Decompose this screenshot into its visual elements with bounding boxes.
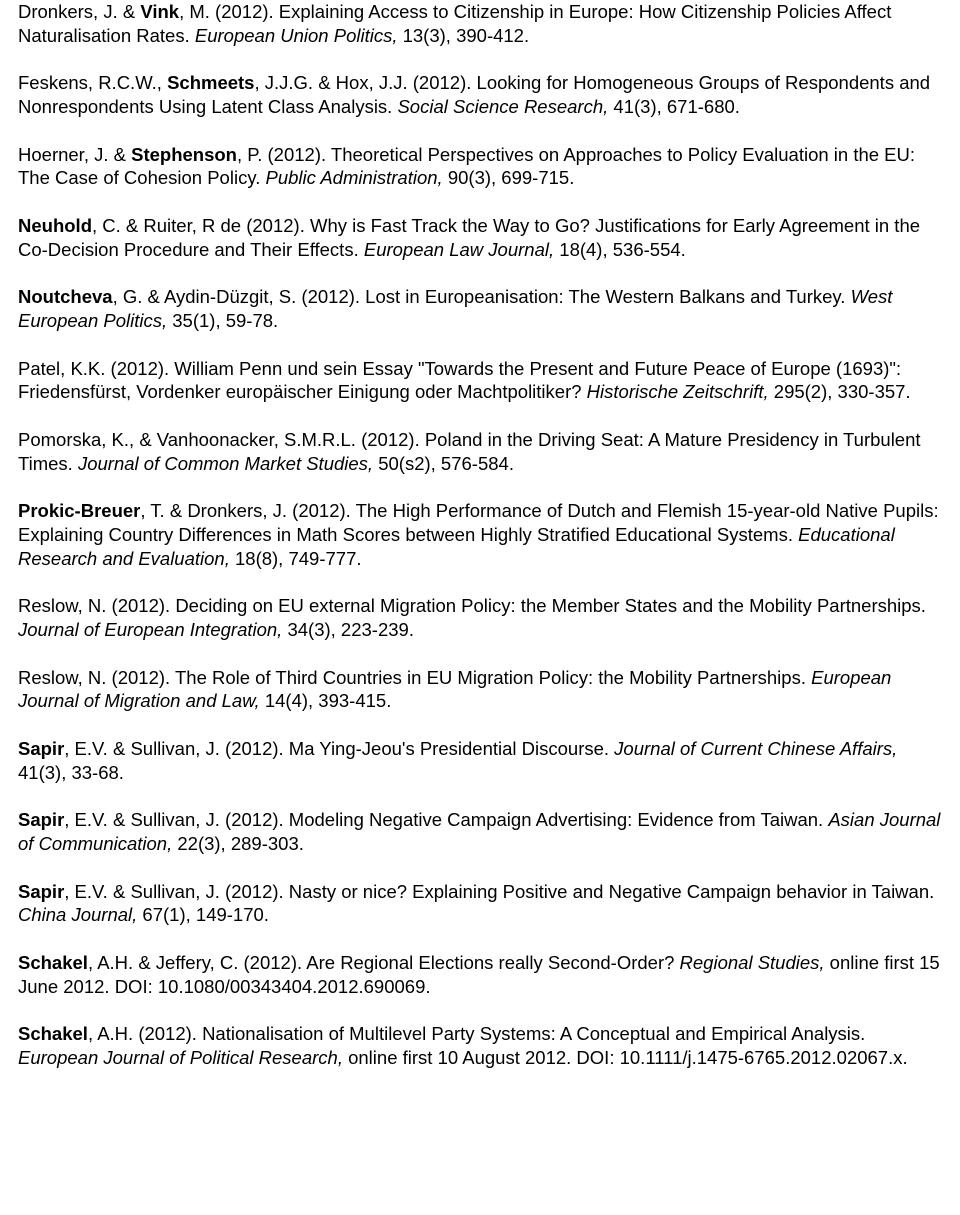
reference-entry: Hoerner, J. & Stephenson, P. (2012). The… bbox=[18, 143, 942, 190]
reference-text: Reslow, N. (2012). Deciding on EU extern… bbox=[18, 595, 926, 616]
reference-entry: Schakel, A.H. (2012). Nationalisation of… bbox=[18, 1022, 942, 1069]
author-bold: Stephenson bbox=[131, 144, 237, 165]
reference-text: 50(s2), 576-584. bbox=[373, 453, 514, 474]
reference-text: 18(4), 536-554. bbox=[554, 239, 686, 260]
reference-text: 90(3), 699-715. bbox=[443, 167, 575, 188]
author-bold: Sapir bbox=[18, 881, 64, 902]
reference-entry: Feskens, R.C.W., Schmeets, J.J.G. & Hox,… bbox=[18, 71, 942, 118]
reference-entry: Dronkers, J. & Vink, M. (2012). Explaini… bbox=[18, 0, 942, 47]
reference-text: 67(1), 149-170. bbox=[137, 904, 269, 925]
journal-italic: Public Administration, bbox=[265, 167, 442, 188]
reference-text: , A.H. & Jeffery, C. (2012). Are Regiona… bbox=[88, 952, 680, 973]
reference-text: , A.H. (2012). Nationalisation of Multil… bbox=[88, 1023, 865, 1044]
reference-entry: Patel, K.K. (2012). William Penn und sei… bbox=[18, 357, 942, 404]
reference-list-page: Dronkers, J. & Vink, M. (2012). Explaini… bbox=[0, 0, 960, 1118]
reference-text: 14(4), 393-415. bbox=[260, 690, 392, 711]
reference-text: 295(2), 330-357. bbox=[769, 381, 911, 402]
author-bold: Sapir bbox=[18, 738, 64, 759]
reference-entry: Prokic-Breuer, T. & Dronkers, J. (2012).… bbox=[18, 499, 942, 570]
author-bold: Noutcheva bbox=[18, 286, 113, 307]
reference-text: 41(3), 33-68. bbox=[18, 762, 124, 783]
author-bold: Vink bbox=[140, 1, 179, 22]
author-bold: Neuhold bbox=[18, 215, 92, 236]
reference-text: 13(3), 390-412. bbox=[397, 25, 529, 46]
journal-italic: Journal of Common Market Studies, bbox=[78, 453, 373, 474]
reference-text: 34(3), 223-239. bbox=[282, 619, 414, 640]
reference-entry: Pomorska, K., & Vanhoonacker, S.M.R.L. (… bbox=[18, 428, 942, 475]
reference-text: , E.V. & Sullivan, J. (2012). Ma Ying-Je… bbox=[64, 738, 614, 759]
reference-entry: Schakel, A.H. & Jeffery, C. (2012). Are … bbox=[18, 951, 942, 998]
reference-text: Reslow, N. (2012). The Role of Third Cou… bbox=[18, 667, 811, 688]
author-bold: Sapir bbox=[18, 809, 64, 830]
journal-italic: European Union Politics, bbox=[195, 25, 398, 46]
reference-entry: Sapir, E.V. & Sullivan, J. (2012). Nasty… bbox=[18, 880, 942, 927]
journal-italic: Social Science Research, bbox=[397, 96, 608, 117]
reference-text: 22(3), 289-303. bbox=[172, 833, 304, 854]
journal-italic: Journal of European Integration, bbox=[18, 619, 282, 640]
journal-italic: European Journal of Political Research, bbox=[18, 1047, 343, 1068]
reference-text: 35(1), 59-78. bbox=[167, 310, 278, 331]
reference-text: , G. & Aydin-Düzgit, S. (2012). Lost in … bbox=[113, 286, 851, 307]
journal-italic: European Law Journal, bbox=[364, 239, 554, 260]
reference-text: 41(3), 671-680. bbox=[608, 96, 740, 117]
journal-italic: Journal of Current Chinese Affairs, bbox=[614, 738, 897, 759]
author-bold: Schakel bbox=[18, 1023, 88, 1044]
reference-text: , E.V. & Sullivan, J. (2012). Modeling N… bbox=[64, 809, 828, 830]
reference-text: Dronkers, J. & bbox=[18, 1, 140, 22]
reference-entry: Noutcheva, G. & Aydin-Düzgit, S. (2012).… bbox=[18, 285, 942, 332]
reference-entry: Sapir, E.V. & Sullivan, J. (2012). Model… bbox=[18, 808, 942, 855]
journal-italic: China Journal, bbox=[18, 904, 137, 925]
author-bold: Schmeets bbox=[167, 72, 254, 93]
reference-text: , E.V. & Sullivan, J. (2012). Nasty or n… bbox=[64, 881, 934, 902]
reference-text: 18(8), 749-777. bbox=[230, 548, 362, 569]
author-bold: Schakel bbox=[18, 952, 88, 973]
reference-entry: Neuhold, C. & Ruiter, R de (2012). Why i… bbox=[18, 214, 942, 261]
reference-text: online first 10 August 2012. DOI: 10.111… bbox=[343, 1047, 908, 1068]
reference-entry: Reslow, N. (2012). The Role of Third Cou… bbox=[18, 666, 942, 713]
author-bold: Prokic-Breuer bbox=[18, 500, 140, 521]
reference-text: Hoerner, J. & bbox=[18, 144, 131, 165]
reference-text: Feskens, R.C.W., bbox=[18, 72, 167, 93]
reference-entry: Sapir, E.V. & Sullivan, J. (2012). Ma Yi… bbox=[18, 737, 942, 784]
journal-italic: Regional Studies, bbox=[680, 952, 825, 973]
journal-italic: Historische Zeitschrift, bbox=[587, 381, 769, 402]
reference-entry: Reslow, N. (2012). Deciding on EU extern… bbox=[18, 594, 942, 641]
